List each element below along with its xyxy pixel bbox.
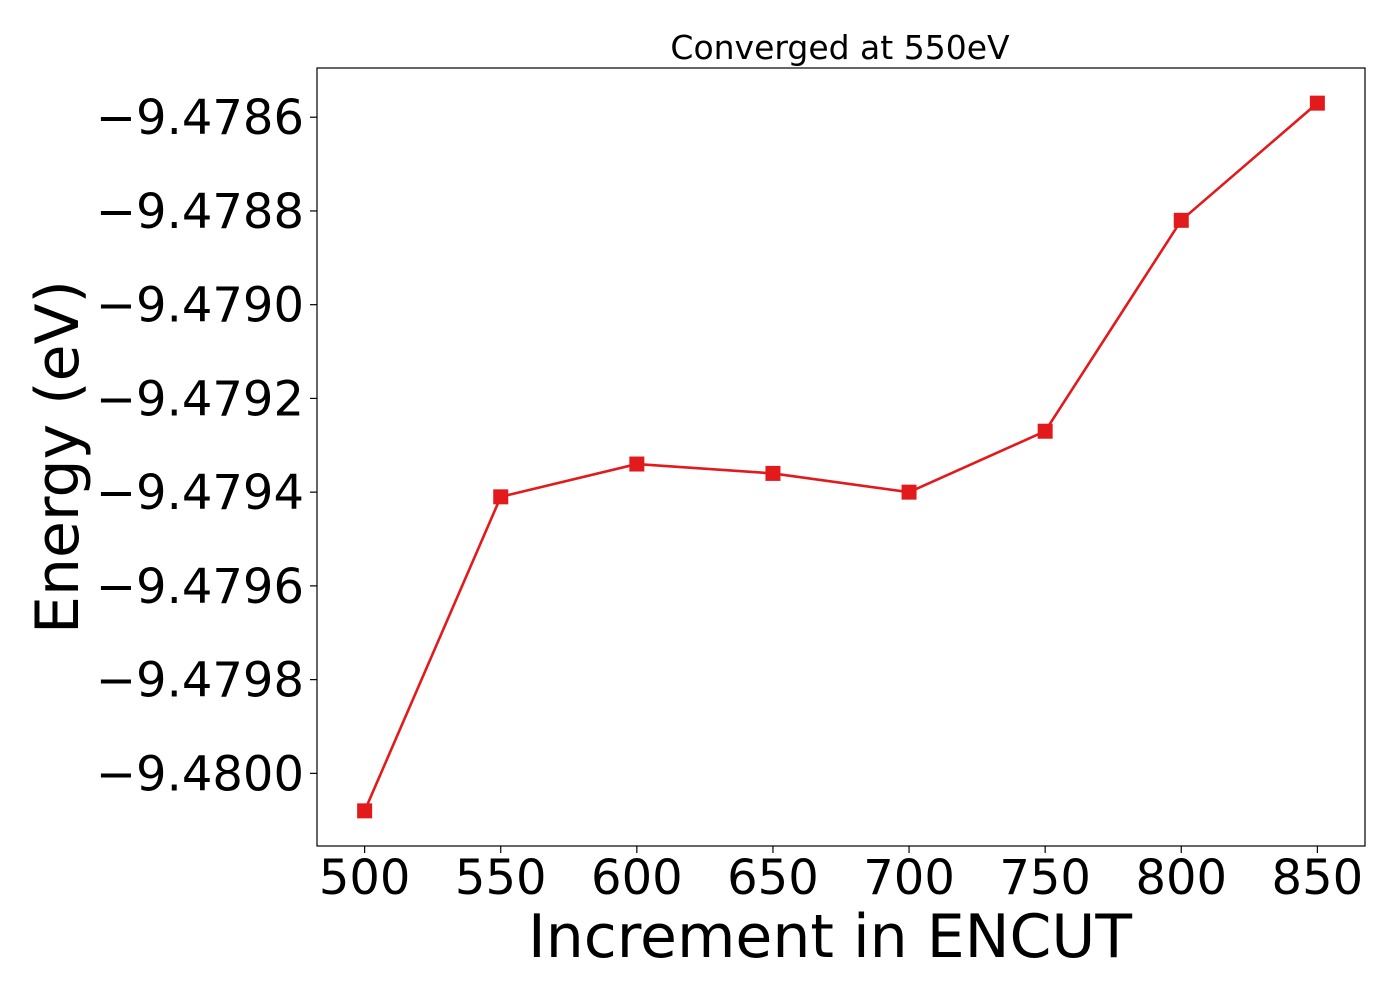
x-tick-label: 850 — [1272, 850, 1364, 906]
data-point — [901, 484, 917, 500]
data-point — [357, 803, 373, 819]
y-tick-label: −9.4790 — [96, 278, 304, 334]
plot-frame — [316, 67, 1366, 847]
y-tick-label: −9.4798 — [96, 653, 304, 709]
y-axis-label: Energy (eV) — [23, 280, 93, 634]
x-axis-label: Increment in ENCUT — [528, 902, 1132, 972]
data-point — [493, 489, 509, 505]
x-axis: 500 550 600 650 700 750 800 850 — [319, 846, 1363, 906]
data-point — [765, 465, 781, 481]
x-tick-label: 600 — [591, 850, 683, 906]
data-point — [1173, 212, 1189, 228]
data-point — [1037, 423, 1053, 439]
y-axis: −9.4786 −9.4788 −9.4790 −9.4792 −9.4794 −9.47… — [96, 90, 317, 802]
y-tick-label: −9.4786 — [96, 90, 304, 146]
y-tick-label: −9.4794 — [96, 465, 304, 521]
x-tick-label: 800 — [1135, 850, 1227, 906]
y-tick-label: −9.4792 — [96, 371, 304, 427]
x-tick-label: 700 — [863, 850, 955, 906]
series-group — [357, 95, 1325, 819]
data-point — [1309, 95, 1325, 111]
x-tick-label: 650 — [727, 850, 819, 906]
x-tick-label: 750 — [999, 850, 1091, 906]
data-point — [629, 456, 645, 472]
x-tick-label: 500 — [319, 850, 411, 906]
x-tick-label: 550 — [455, 850, 547, 906]
y-tick-label: −9.4788 — [96, 184, 304, 240]
y-tick-label: −9.4796 — [96, 559, 304, 615]
chart-title: Converged at 550eV — [670, 28, 1010, 67]
series-line — [363, 102, 1319, 812]
y-tick-label: −9.4800 — [96, 746, 304, 802]
